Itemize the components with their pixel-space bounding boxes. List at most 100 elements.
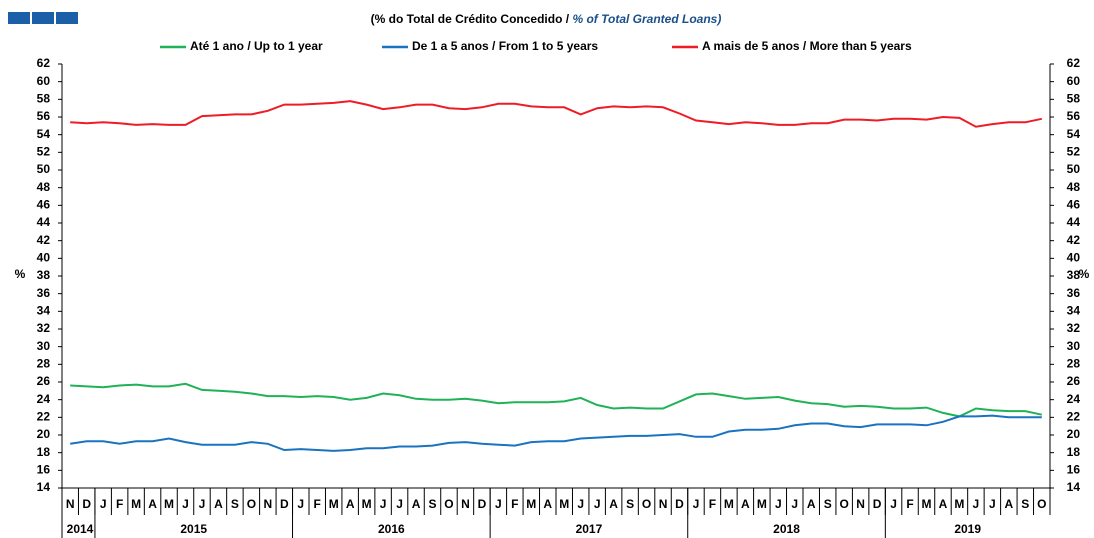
x-tick-label: O xyxy=(247,497,256,511)
x-tick-label: J xyxy=(297,497,304,511)
x-tick-label: N xyxy=(461,497,470,511)
x-tick-label: S xyxy=(626,497,634,511)
y-tick-label: 46 xyxy=(37,198,51,212)
y-tick-label: 42 xyxy=(37,233,51,247)
y-tick-label: 38 xyxy=(37,268,51,282)
x-tick-label: D xyxy=(82,497,91,511)
y2-tick-label: 24 xyxy=(1067,392,1081,406)
y2-tick-label: 56 xyxy=(1067,109,1081,123)
year-label: 2014 xyxy=(67,522,94,536)
y-tick-label: 50 xyxy=(37,162,51,176)
y-tick-label: 44 xyxy=(37,215,51,229)
logo-block xyxy=(56,12,78,24)
x-tick-label: F xyxy=(511,497,518,511)
x-tick-label: D xyxy=(675,497,684,511)
y2-tick-label: 60 xyxy=(1067,74,1081,88)
y-tick-label: 36 xyxy=(37,286,51,300)
x-tick-label: M xyxy=(526,497,536,511)
y2-tick-label: 40 xyxy=(1067,251,1081,265)
y-tick-label: 18 xyxy=(37,445,51,459)
y2-tick-label: 28 xyxy=(1067,357,1081,371)
x-tick-label: S xyxy=(231,497,239,511)
x-tick-label: O xyxy=(839,497,848,511)
series-line xyxy=(70,382,1043,418)
x-tick-label: J xyxy=(775,497,782,511)
y2-tick-label: 16 xyxy=(1067,463,1081,477)
x-tick-label: M xyxy=(757,497,767,511)
x-tick-label: S xyxy=(428,497,436,511)
x-tick-label: M xyxy=(954,497,964,511)
y2-tick-label: 26 xyxy=(1067,374,1081,388)
x-tick-label: J xyxy=(199,497,206,511)
title-en: % of Total Granted Loans) xyxy=(572,12,721,26)
x-tick-label: M xyxy=(559,497,569,511)
x-tick-label: M xyxy=(922,497,932,511)
y2-tick-label: 18 xyxy=(1067,445,1081,459)
y-tick-label: 26 xyxy=(37,374,51,388)
year-label: 2019 xyxy=(954,522,981,536)
x-tick-label: F xyxy=(906,497,913,511)
x-tick-label: A xyxy=(741,497,750,511)
y2-tick-label: 42 xyxy=(1067,233,1081,247)
x-tick-label: S xyxy=(824,497,832,511)
y-tick-label: 22 xyxy=(37,410,51,424)
x-tick-label: A xyxy=(214,497,223,511)
y-tick-label: 56 xyxy=(37,109,51,123)
y-tick-label: 16 xyxy=(37,463,51,477)
x-tick-label: A xyxy=(543,497,552,511)
y-tick-label: 24 xyxy=(37,392,51,406)
x-tick-label: N xyxy=(659,497,668,511)
y2-tick-label: 50 xyxy=(1067,162,1081,176)
x-tick-label: O xyxy=(444,497,453,511)
x-tick-label: D xyxy=(873,497,882,511)
x-tick-label: A xyxy=(412,497,421,511)
year-label: 2016 xyxy=(378,522,405,536)
x-tick-label: D xyxy=(280,497,289,511)
y-tick-label: 40 xyxy=(37,251,51,265)
x-tick-label: J xyxy=(495,497,502,511)
series-line xyxy=(70,414,1042,452)
chart-title: (% do Total de Crédito Concedido / % of … xyxy=(371,12,722,26)
y-tick-label: 54 xyxy=(37,127,51,141)
x-tick-label: J xyxy=(890,497,897,511)
legend-label: A mais de 5 anos / More than 5 years xyxy=(702,39,912,53)
y2-tick-label: 20 xyxy=(1067,427,1081,441)
x-tick-label: J xyxy=(989,497,996,511)
y-tick-label: 20 xyxy=(37,427,51,441)
y2-tick-label: 14 xyxy=(1067,480,1081,494)
title-pt: (% do Total de Crédito Concedido / xyxy=(371,12,570,26)
x-tick-label: M xyxy=(724,497,734,511)
y2-tick-label: 34 xyxy=(1067,304,1081,318)
x-tick-label: O xyxy=(1037,497,1046,511)
y-tick-label: 48 xyxy=(37,180,51,194)
x-tick-label: O xyxy=(642,497,651,511)
x-tick-label: J xyxy=(973,497,980,511)
x-tick-label: J xyxy=(791,497,798,511)
y2-tick-label: 22 xyxy=(1067,410,1081,424)
x-tick-label: N xyxy=(856,497,865,511)
logo-block xyxy=(32,12,54,24)
year-label: 2017 xyxy=(576,522,603,536)
x-tick-label: M xyxy=(329,497,339,511)
y2-tick-label: 46 xyxy=(1067,198,1081,212)
x-tick-label: F xyxy=(314,497,321,511)
y2-tick-label: 58 xyxy=(1067,92,1081,106)
legend-label: Até 1 ano / Up to 1 year xyxy=(190,39,323,53)
x-tick-label: A xyxy=(807,497,816,511)
y-tick-label: 52 xyxy=(37,145,51,159)
y2-tick-label: 52 xyxy=(1067,145,1081,159)
x-tick-label: N xyxy=(263,497,272,511)
y2-axis-label: % xyxy=(1079,267,1090,281)
y-tick-label: 32 xyxy=(37,321,51,335)
year-label: 2018 xyxy=(773,522,800,536)
x-tick-label: M xyxy=(131,497,141,511)
x-tick-label: A xyxy=(346,497,355,511)
x-tick-label: M xyxy=(362,497,372,511)
y2-tick-label: 38 xyxy=(1067,268,1081,282)
y-tick-label: 14 xyxy=(37,480,51,494)
y2-tick-label: 30 xyxy=(1067,339,1081,353)
series-line xyxy=(70,100,1043,128)
y-tick-label: 62 xyxy=(37,56,51,70)
x-tick-label: F xyxy=(116,497,123,511)
